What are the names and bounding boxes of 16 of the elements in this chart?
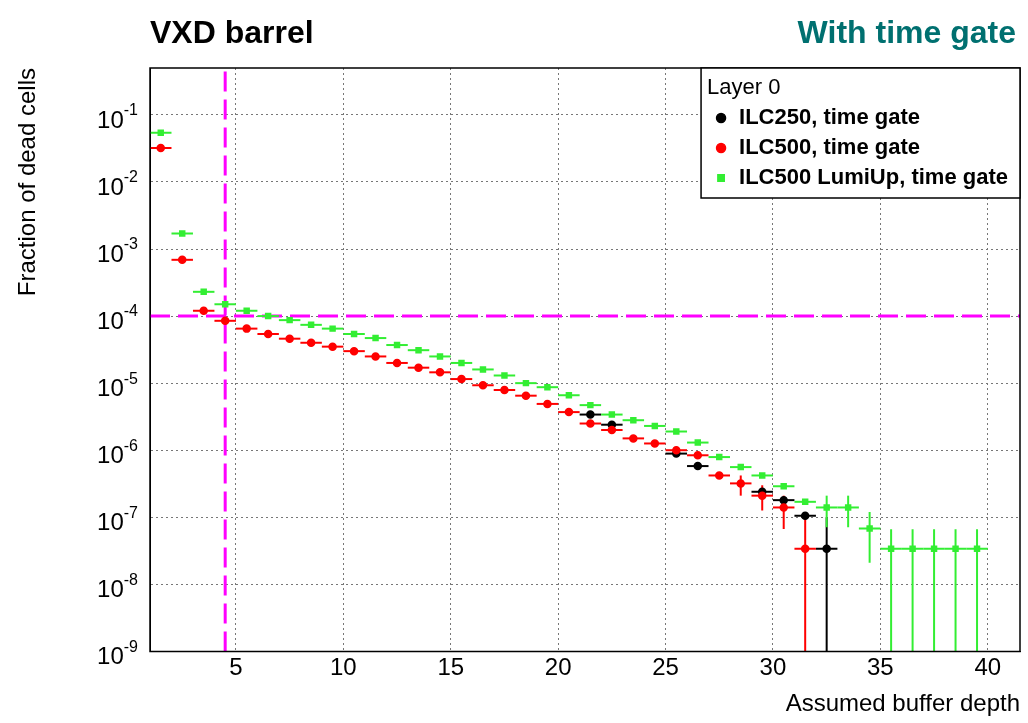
legend-label: ILC500, time gate bbox=[739, 134, 921, 160]
x-tick-label: 20 bbox=[544, 653, 572, 681]
x-tick-label: 30 bbox=[759, 653, 787, 681]
x-tick-label: 40 bbox=[974, 653, 1002, 681]
legend-label: ILC250, time gate bbox=[739, 104, 921, 130]
x-tick-label: 10 bbox=[329, 653, 357, 681]
x-tick-label: 25 bbox=[652, 653, 679, 681]
x-tick-label: 35 bbox=[867, 653, 894, 681]
y-axis-title: Fraction of dead cells bbox=[13, 68, 41, 297]
x-axis-title: Assumed buffer depth bbox=[785, 689, 1020, 717]
chart-title: VXD barrel bbox=[150, 14, 314, 51]
chart-subtitle: With time gate bbox=[797, 14, 1016, 51]
legend-label: ILC500 LumiUp, time gate bbox=[739, 164, 1009, 190]
legend-title: Layer 0 bbox=[707, 74, 781, 100]
x-tick-label: 5 bbox=[229, 653, 243, 681]
x-tick-label: 15 bbox=[437, 653, 465, 681]
